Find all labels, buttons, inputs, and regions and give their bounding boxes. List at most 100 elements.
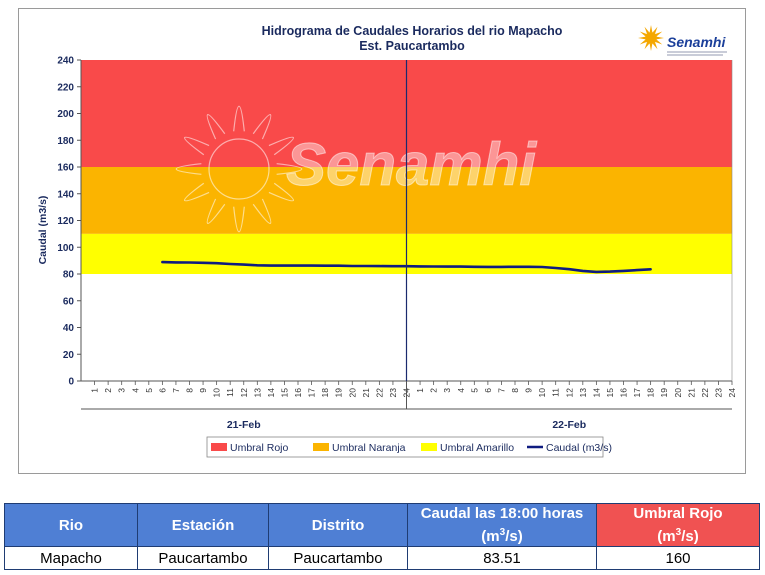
chart-subtitle: Est. Paucartambo: [359, 39, 465, 53]
watermark-ray: [252, 198, 272, 225]
x-tick-label: 9: [524, 388, 534, 393]
y-tick-label: 240: [57, 56, 74, 67]
y-tick-label: 100: [57, 243, 74, 254]
legend-label-umbral-naranja: Umbral Naranja: [332, 442, 406, 454]
x-tick-label: 23: [388, 388, 398, 398]
y-tick-label: 20: [63, 350, 75, 361]
table-header-row: Rio Estación Distrito Caudal las 18:00 h…: [4, 503, 760, 547]
logo-sun-ray: [644, 26, 650, 34]
watermark-text: Senamhi: [286, 131, 537, 198]
logo-subtext: [667, 54, 723, 56]
x-tick-label: 12: [564, 388, 574, 398]
legend-swatch-umbral-amarillo: [421, 443, 437, 451]
logo-subtext: [667, 51, 727, 53]
logo-sun-ray: [655, 39, 663, 45]
y-tick-label: 40: [63, 323, 75, 334]
cell-estacion: Paucartambo: [137, 546, 269, 570]
x-tick-label: 8: [185, 388, 195, 393]
x-tick-label: 13: [252, 388, 262, 398]
chart-panel: Hidrograma de Caudales Horarios del rio …: [18, 8, 746, 474]
x-tick-label: 7: [496, 388, 506, 393]
logo-sun-ray: [655, 31, 663, 37]
logo-sun-ray: [652, 26, 658, 34]
y-tick-label: 0: [68, 377, 74, 388]
x-tick-label: 14: [266, 388, 276, 398]
header-umbral-rojo: Umbral Rojo (m3/s): [596, 503, 760, 547]
watermark-ray: [233, 206, 245, 233]
table-row: Mapacho Paucartambo Paucartambo 83.51 16…: [4, 546, 760, 570]
watermark-ray: [183, 182, 210, 202]
x-tick-label: 24: [727, 388, 737, 398]
header-caudal: Caudal las 18:00 horas (m3/s): [407, 503, 597, 547]
chart-title: Hidrograma de Caudales Horarios del rio …: [262, 24, 563, 38]
x-tick-label: 3: [442, 388, 452, 393]
x-tick-label: 5: [144, 388, 154, 393]
header-distrito: Distrito: [268, 503, 408, 547]
x-tick-label: 5: [469, 388, 479, 393]
x-tick-label: 18: [320, 388, 330, 398]
header-rio: Rio: [4, 503, 138, 547]
legend-label-umbral-amarillo: Umbral Amarillo: [440, 442, 514, 454]
watermark-sun-core: [208, 138, 270, 200]
x-tick-label: 4: [456, 388, 466, 393]
x-tick-label: 16: [619, 388, 629, 398]
legend-box: [206, 436, 604, 458]
watermark-ray: [206, 113, 226, 140]
station-summary-table: Rio Estación Distrito Caudal las 18:00 h…: [4, 503, 760, 570]
x-tick-label: 21: [361, 388, 371, 398]
cell-caudal: 83.51: [407, 546, 597, 570]
legend-swatch-umbral-rojo: [211, 443, 227, 451]
watermark-ray: [268, 136, 295, 156]
x-tick-label: 22: [700, 388, 710, 398]
legend-label-umbral-rojo: Umbral Rojo: [230, 442, 289, 454]
hydrograph-chart: Hidrograma de Caudales Horarios del rio …: [37, 24, 737, 458]
cell-rio: Mapacho: [4, 546, 138, 570]
logo-sun-ray: [652, 42, 658, 50]
x-tick-label: 6: [157, 388, 167, 393]
x-tick-label: 2: [429, 388, 439, 393]
cell-distrito: Paucartambo: [268, 546, 408, 570]
x-tick-label: 15: [279, 388, 289, 398]
logo-sun-ray: [656, 36, 664, 40]
watermark-ray: [276, 163, 303, 175]
watermark-ray: [268, 182, 295, 202]
watermark-ray: [206, 198, 226, 225]
logo-sun-ray: [649, 43, 653, 51]
logo-sun-ray: [639, 39, 647, 45]
watermark-ray: [252, 113, 272, 140]
x-tick-label: 4: [130, 388, 140, 393]
legend-swatch-umbral-naranja: [313, 443, 329, 451]
x-tick-label: 17: [632, 388, 642, 398]
x-tick-label: 10: [212, 388, 222, 398]
senamhi-watermark: Senamhi: [175, 105, 538, 233]
x-tick-label: 11: [551, 388, 561, 397]
watermark-ray: [183, 136, 210, 156]
y-tick-label: 60: [63, 296, 75, 307]
x-tick-label: 11: [225, 388, 235, 397]
y-tick-label: 140: [57, 189, 74, 200]
x-tick-label: 2: [103, 388, 113, 393]
senamhi-logo: Senamhi: [638, 25, 727, 56]
x-tick-label: 23: [713, 388, 723, 398]
x-tick-label: 20: [673, 388, 683, 398]
y-tick-label: 220: [57, 82, 74, 93]
cell-umbral: 160: [596, 546, 760, 570]
x-tick-label: 19: [659, 388, 669, 398]
x-tick-label: 1: [415, 388, 425, 393]
y-tick-label: 80: [63, 270, 75, 281]
x-tick-label: 9: [198, 388, 208, 393]
legend: Umbral Rojo Umbral Naranja Umbral Amarillo…: [206, 436, 612, 458]
x-tick-label: 21: [686, 388, 696, 398]
x-tick-label: 7: [171, 388, 181, 393]
logo-sun-ray: [644, 42, 650, 50]
y-tick-label: 180: [57, 136, 74, 147]
x-tick-label: 15: [605, 388, 615, 398]
x-tick-label: 10: [537, 388, 547, 398]
x-tick-label: 6: [483, 388, 493, 393]
logo-sun-ray: [638, 36, 646, 40]
x-tick-label: 18: [646, 388, 656, 398]
x-tick-label: 3: [117, 388, 127, 393]
x-tick-label: 16: [293, 388, 303, 398]
day-label: 22-Feb: [552, 419, 586, 431]
